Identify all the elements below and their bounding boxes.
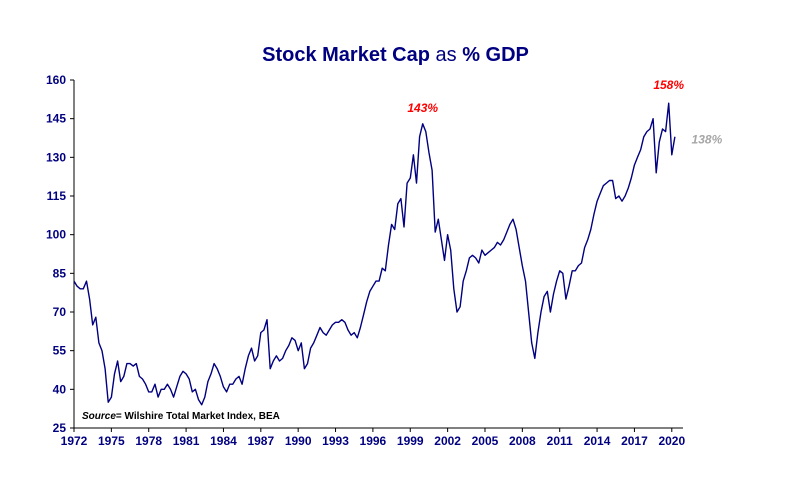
y-tick-label: 130 [46, 150, 66, 164]
source-note: Source= Wilshire Total Market Index, BEA [82, 411, 280, 422]
y-tick-label: 40 [53, 382, 67, 396]
data-annotation: 138% [692, 133, 723, 147]
x-tick-label: 1999 [397, 434, 424, 448]
x-tick-label: 2002 [434, 434, 461, 448]
y-tick-label: 55 [53, 344, 67, 358]
x-tick-label: 2014 [584, 434, 611, 448]
x-tick-label: 1972 [61, 434, 88, 448]
x-tick-label: 1987 [247, 434, 274, 448]
data-annotation: 143% [407, 101, 438, 115]
source-text: = Wilshire Total Market Index, BEA [115, 411, 280, 422]
x-tick-label: 2008 [509, 434, 536, 448]
y-tick-label: 145 [46, 112, 66, 126]
y-tick-label: 115 [47, 189, 67, 203]
y-tick-label: 100 [46, 228, 66, 242]
series-line [73, 102, 676, 406]
x-tick-label: 1990 [285, 434, 312, 448]
x-tick-label: 1993 [322, 434, 349, 448]
y-tick-label: 25 [53, 421, 67, 435]
x-tick-label: 2020 [658, 434, 685, 448]
x-tick-label: 1978 [135, 434, 162, 448]
data-annotation: 158% [653, 78, 684, 92]
x-tick-label: 2005 [472, 434, 499, 448]
x-tick-label: 1975 [98, 434, 125, 448]
y-tick-label: 85 [53, 266, 67, 280]
chart-title-bold-2: % GDP [462, 44, 529, 66]
y-tick-label: 70 [53, 305, 67, 319]
chart-title: Stock Market Cap as % GDP [0, 44, 791, 67]
x-tick-label: 2017 [621, 434, 648, 448]
x-tick-label: 1984 [210, 434, 237, 448]
x-tick-label: 1981 [173, 434, 200, 448]
y-tick-label: 160 [46, 73, 66, 87]
source-label: Source [82, 411, 116, 422]
x-tick-label: 1996 [360, 434, 387, 448]
chart-title-bold: Stock Market Cap [262, 44, 430, 66]
chart-title-plain: as [429, 44, 463, 66]
x-tick-label: 2011 [547, 434, 573, 448]
